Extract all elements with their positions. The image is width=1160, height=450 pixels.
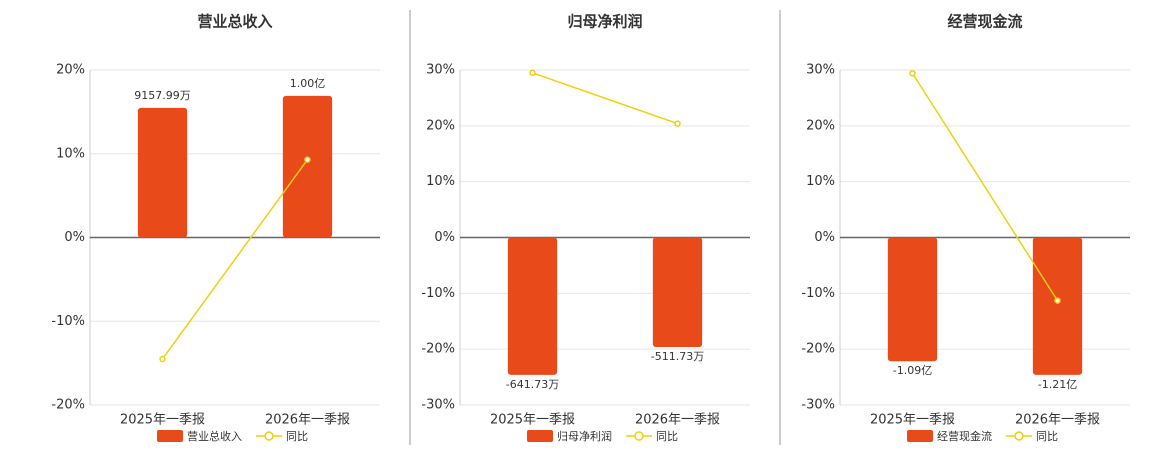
legend-swatch bbox=[907, 430, 933, 442]
line-point bbox=[304, 156, 311, 163]
y-tick-label: 20% bbox=[806, 118, 835, 133]
x-tick-label: 2026年一季报 bbox=[1015, 413, 1100, 428]
chart-title: 归母净利润 bbox=[567, 13, 642, 31]
y-tick-label: -10% bbox=[51, 314, 85, 329]
y-tick-label: -30% bbox=[421, 398, 455, 413]
bar bbox=[282, 95, 333, 238]
y-tick-label: -20% bbox=[51, 398, 85, 413]
y-tick-label: 20% bbox=[56, 63, 85, 78]
legend-label: 同比 bbox=[1036, 430, 1058, 443]
line-point bbox=[674, 120, 681, 127]
x-tick-label: 2026年一季报 bbox=[265, 413, 350, 428]
y-tick-label: 20% bbox=[426, 118, 455, 133]
line bbox=[911, 72, 1059, 301]
y-tick-label: -10% bbox=[801, 286, 835, 301]
chart-title: 经营现金流 bbox=[947, 13, 1022, 31]
y-tick-label: 30% bbox=[806, 63, 835, 78]
value-label: -1.09亿 bbox=[893, 364, 932, 377]
value-label: -641.73万 bbox=[506, 378, 559, 391]
value-label: -1.21亿 bbox=[1038, 378, 1077, 391]
y-tick-label: 0% bbox=[434, 230, 455, 245]
value-label: 9157.99万 bbox=[134, 89, 191, 102]
x-tick-label: 2025年一季报 bbox=[870, 413, 955, 428]
y-tick-label: 10% bbox=[806, 174, 835, 189]
y-tick-label: -20% bbox=[421, 342, 455, 357]
x-tick-label: 2025年一季报 bbox=[120, 413, 205, 428]
legend-label: 同比 bbox=[656, 430, 678, 443]
legend-swatch bbox=[157, 430, 183, 442]
y-tick-label: -20% bbox=[801, 342, 835, 357]
legend-swatch bbox=[527, 430, 553, 442]
legend-swatch bbox=[1014, 431, 1024, 441]
bar bbox=[887, 237, 938, 362]
value-label: -511.73万 bbox=[651, 350, 704, 363]
y-tick-label: 10% bbox=[56, 146, 85, 161]
legend-swatch bbox=[264, 431, 274, 441]
y-tick-label: 0% bbox=[814, 230, 835, 245]
legend-label: 同比 bbox=[286, 430, 308, 443]
legend-label: 归母净利润 bbox=[557, 429, 612, 443]
value-label: 1.00亿 bbox=[290, 77, 326, 90]
line-point bbox=[909, 70, 916, 77]
bar bbox=[652, 237, 703, 348]
chart-title: 营业总收入 bbox=[197, 13, 272, 31]
legend-swatch bbox=[634, 431, 644, 441]
y-tick-label: 0% bbox=[64, 230, 85, 245]
bar bbox=[137, 107, 188, 238]
line bbox=[532, 72, 678, 125]
y-tick-label: 30% bbox=[426, 63, 455, 78]
y-tick-label: 10% bbox=[426, 174, 455, 189]
y-tick-label: -10% bbox=[421, 286, 455, 301]
line-point bbox=[159, 355, 166, 363]
bar bbox=[1032, 237, 1083, 375]
legend-label: 营业总收入 bbox=[187, 429, 242, 443]
x-tick-label: 2026年一季报 bbox=[635, 413, 720, 428]
legend-label: 经营现金流 bbox=[937, 429, 992, 443]
y-tick-label: -30% bbox=[801, 398, 835, 413]
line-point bbox=[529, 69, 536, 77]
x-tick-label: 2025年一季报 bbox=[490, 413, 575, 428]
line bbox=[161, 159, 309, 360]
bar bbox=[507, 237, 558, 375]
line-point bbox=[1054, 297, 1061, 304]
